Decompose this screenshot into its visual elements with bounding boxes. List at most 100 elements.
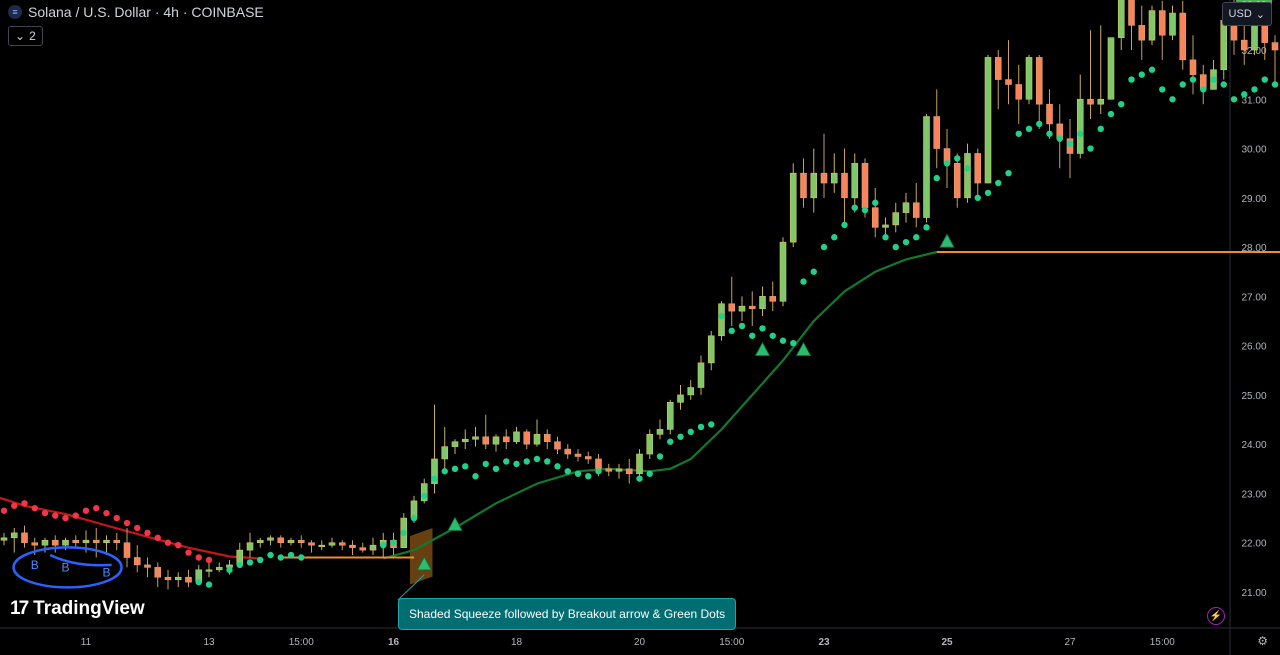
candle-body [1220, 20, 1228, 71]
candle-body [1158, 10, 1166, 36]
candle-body [830, 172, 838, 184]
gear-icon[interactable]: ⚙ [1257, 634, 1268, 648]
candle-body [533, 434, 541, 445]
green-dot [380, 541, 387, 549]
green-dot [636, 475, 643, 482]
candle-body [584, 456, 592, 460]
green-dot [1107, 110, 1115, 118]
green-dot [790, 339, 797, 347]
green-dot [492, 465, 500, 473]
red-dot [205, 556, 213, 564]
green-dot [708, 421, 715, 428]
lightning-icon[interactable]: ⚡ [1207, 607, 1225, 625]
candle-body [789, 172, 797, 243]
green-dot [851, 204, 858, 211]
green-dot [697, 423, 705, 431]
green-dot [687, 428, 694, 436]
candle-body [1271, 42, 1279, 51]
candle-body [964, 153, 971, 199]
b-signal-label: B [61, 560, 69, 574]
candle-body [605, 468, 613, 472]
green-dot [667, 438, 674, 445]
candle-body [267, 537, 274, 541]
red-dot [185, 549, 192, 556]
red-dot [175, 541, 182, 549]
green-dot [974, 194, 981, 202]
candle-body [31, 542, 39, 546]
currency-selector[interactable]: USD ⌄ [1221, 2, 1272, 26]
annotation-text: Shaded Squeeze followed by Breakout arro… [409, 607, 726, 621]
candle-body [1138, 25, 1146, 41]
green-dot [564, 468, 571, 475]
green-dot [1220, 81, 1227, 88]
red-dot [164, 539, 172, 546]
green-dot [287, 551, 295, 559]
candle-body [123, 542, 131, 558]
candle-body [656, 429, 664, 435]
indicator-toggle[interactable]: ⌄ 2 [8, 26, 43, 46]
green-dot [933, 174, 940, 182]
candle-body [144, 564, 151, 568]
candle-body [174, 576, 182, 580]
candle-body [338, 542, 346, 546]
green-dot [677, 433, 684, 440]
green-dot [656, 453, 664, 460]
candle-body [441, 446, 449, 460]
candle-body [154, 567, 162, 578]
symbol-title[interactable]: Solana / U.S. Dollar · 4h · COINBASE [28, 4, 264, 20]
candle-body [636, 453, 643, 475]
y-tick-label: 21.00 [1241, 588, 1266, 599]
candle-body [882, 224, 889, 228]
breakout-arrow [447, 516, 463, 531]
candle-body [51, 539, 59, 546]
candle-body [779, 241, 787, 302]
red-dot [0, 507, 8, 514]
candle-body [1240, 39, 1248, 51]
green-dot [1056, 135, 1063, 142]
green-dot [1179, 81, 1186, 88]
green-dot [1097, 125, 1104, 133]
green-dot [410, 514, 418, 522]
candle-body [748, 305, 756, 309]
candle-body [953, 163, 961, 199]
b-signal-label: B [102, 565, 110, 579]
green-dot [1087, 145, 1094, 152]
red-dot [41, 509, 49, 517]
green-dot [226, 566, 233, 574]
green-dot [718, 312, 725, 320]
candle-body [133, 557, 141, 566]
red-dot [93, 505, 100, 512]
candle-body [451, 441, 459, 447]
candle-body [349, 544, 356, 548]
green-dot [595, 468, 602, 475]
candle-body [718, 303, 725, 337]
candle-body [687, 387, 695, 396]
green-dot [1271, 81, 1279, 88]
indicator-count: 2 [29, 29, 36, 43]
candle-body [287, 539, 295, 544]
green-dot [195, 578, 202, 586]
candle-body [615, 468, 623, 472]
green-dot [1128, 76, 1135, 83]
candle-body [359, 547, 367, 551]
green-dot [831, 234, 838, 241]
candle-body [431, 458, 438, 484]
candle-body [810, 172, 818, 199]
candle-body [205, 569, 213, 572]
candle-body [113, 539, 121, 544]
candle-body [41, 539, 49, 546]
candle-body [482, 436, 490, 445]
candle-body [103, 539, 110, 544]
y-tick-label: 30.00 [1241, 145, 1266, 156]
candle-body [1025, 57, 1033, 100]
red-dot [113, 514, 120, 522]
candle-body [10, 532, 18, 539]
green-dot [257, 556, 264, 564]
y-tick-label: 22.00 [1241, 539, 1266, 550]
candle-body [308, 542, 315, 546]
candle-body [892, 212, 900, 226]
candle-body [984, 57, 992, 184]
candle-body [164, 576, 172, 580]
